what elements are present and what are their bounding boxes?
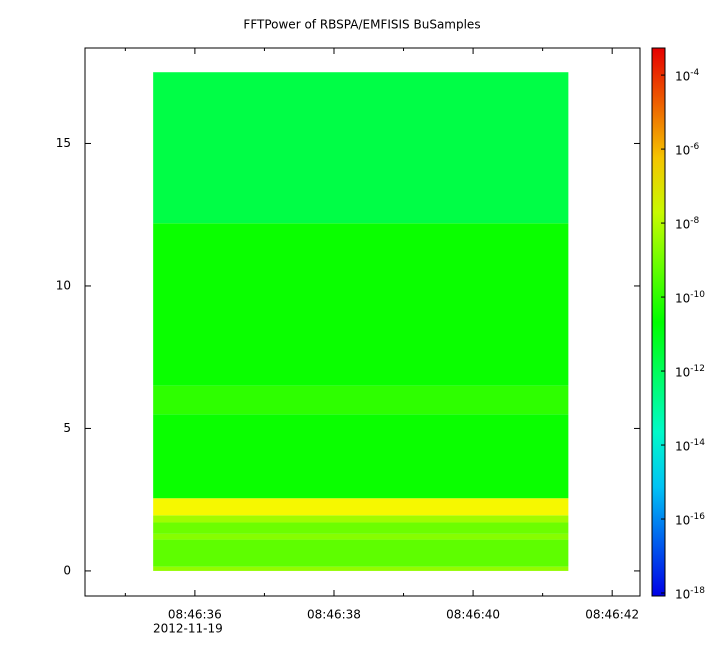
x-tick-label: 08:46:40 xyxy=(446,608,500,622)
chart-title: FFTPower of RBSPA/EMFISIS BuSamples xyxy=(243,18,480,32)
colorbar-tick-label: 10-10 xyxy=(675,290,705,306)
colorbar-tick-label: 10-4 xyxy=(675,68,700,84)
colorbar-tick-label: 10-12 xyxy=(675,364,705,380)
colorbar-tick-label: 10-8 xyxy=(675,216,700,232)
heatmap-cell xyxy=(153,515,569,523)
heatmap-cell xyxy=(153,522,569,534)
plot-frame xyxy=(84,47,641,597)
x-tick-label: 08:46:36 xyxy=(168,608,222,622)
heatmap-cell xyxy=(153,533,569,540)
colorbar xyxy=(651,47,666,597)
colorbar-tick-label: 10-6 xyxy=(675,142,700,158)
x-date-label: 2012-11-19 xyxy=(153,622,223,636)
colorbar-tick-label: 10-14 xyxy=(675,438,705,454)
heatmap-cell xyxy=(153,414,569,499)
x-tick-label: 08:46:42 xyxy=(585,608,639,622)
heatmap-cell xyxy=(153,498,569,516)
heatmap-cell xyxy=(153,566,569,571)
y-tick-label: 5 xyxy=(63,421,71,435)
y-tick-label: 10 xyxy=(56,278,71,292)
heatmap-cell xyxy=(153,539,569,567)
heatmap-cell xyxy=(153,223,569,386)
x-tick-label: 08:46:38 xyxy=(307,608,361,622)
heatmap-cell xyxy=(153,72,569,224)
colorbar-tick-label: 10-16 xyxy=(675,512,705,528)
y-tick-label: 15 xyxy=(56,136,71,150)
y-tick-label: 0 xyxy=(63,563,71,577)
heatmap-cell xyxy=(153,385,569,415)
colorbar-tick-label: 10-18 xyxy=(675,586,705,602)
